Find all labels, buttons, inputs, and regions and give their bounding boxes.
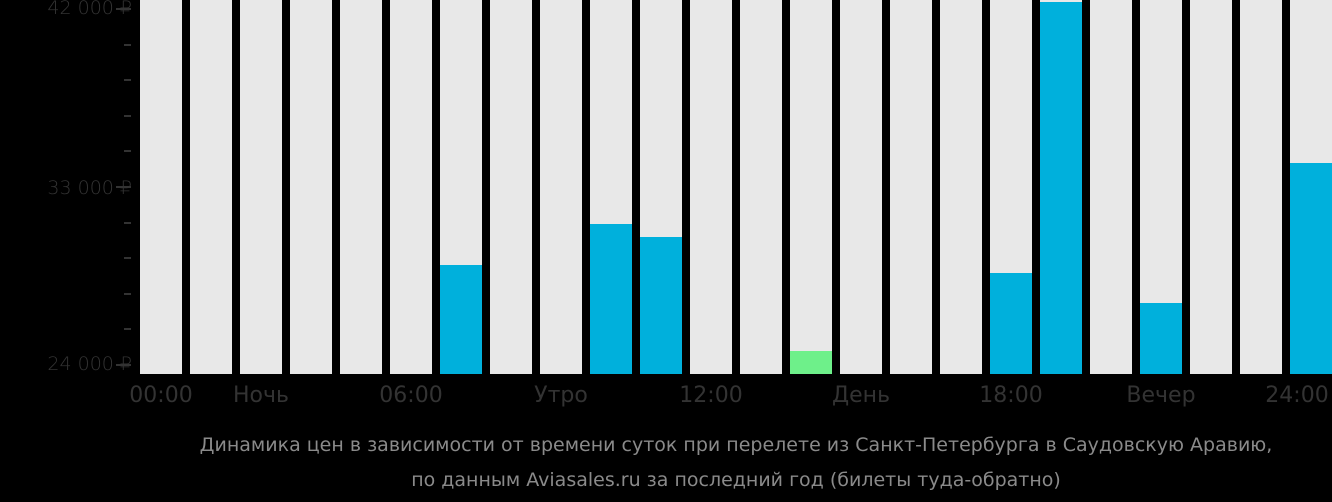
hour-column-13[interactable] [790, 0, 832, 374]
y-axis-label-42000: 42 000 ₽ [47, 0, 132, 19]
hour-column-20[interactable] [1140, 0, 1182, 374]
hour-column-19[interactable] [1090, 0, 1132, 374]
x-axis-label-night: Ночь [233, 383, 289, 408]
hour-column-11[interactable] [690, 0, 732, 374]
x-axis-label-day: День [831, 383, 891, 408]
price-bar[interactable] [1040, 2, 1082, 374]
hour-column-00[interactable] [140, 0, 182, 374]
x-axis-label-evening: Вечер [1126, 383, 1196, 408]
y-minor-tick [124, 221, 131, 224]
hour-column-14[interactable] [840, 0, 882, 374]
y-minor-tick [124, 328, 131, 331]
y-minor-tick [124, 150, 131, 153]
chart-caption-line-2: по данным Aviasales.ru за последний год … [411, 469, 1061, 491]
x-axis-label-1800: 18:00 [979, 383, 1043, 408]
hour-column-09[interactable] [590, 0, 632, 374]
hour-column-02[interactable] [240, 0, 282, 374]
x-axis-label-morning: Утро [534, 383, 588, 408]
cheapest-price-bar[interactable] [790, 350, 832, 374]
hour-column-15[interactable] [890, 0, 932, 374]
y-major-tick [116, 364, 131, 366]
hour-column-18[interactable] [1040, 0, 1082, 374]
price-bar[interactable] [640, 237, 682, 374]
y-major-tick [116, 8, 131, 10]
hour-column-07[interactable] [490, 0, 532, 374]
y-axis-label-24000: 24 000 ₽ [47, 353, 132, 375]
x-axis-label-2400: 24:00 [1265, 383, 1329, 408]
x-axis-label-0600: 06:00 [379, 383, 443, 408]
price-bar[interactable] [440, 264, 482, 374]
price-bar[interactable] [1290, 163, 1332, 374]
hour-column-22[interactable] [1240, 0, 1282, 374]
hour-column-03[interactable] [290, 0, 332, 374]
chart-caption-line-1: Динамика цен в зависимости от времени су… [199, 434, 1273, 456]
y-minor-tick [124, 79, 131, 82]
hour-column-04[interactable] [340, 0, 382, 374]
hour-column-08[interactable] [540, 0, 582, 374]
price-bar[interactable] [590, 224, 632, 374]
hour-column-06[interactable] [440, 0, 482, 374]
x-axis-label-0000: 00:00 [129, 383, 193, 408]
hour-column-12[interactable] [740, 0, 782, 374]
hour-column-21[interactable] [1190, 0, 1232, 374]
y-minor-tick [124, 292, 131, 295]
hour-column-01[interactable] [190, 0, 232, 374]
y-minor-tick [124, 257, 131, 260]
hour-column-10[interactable] [640, 0, 682, 374]
y-minor-tick [124, 114, 131, 117]
hour-column-23[interactable] [1290, 0, 1332, 374]
x-axis-label-1200: 12:00 [679, 383, 743, 408]
hour-column-17[interactable] [990, 0, 1032, 374]
price-bar[interactable] [990, 273, 1032, 374]
y-minor-tick [124, 43, 131, 46]
hour-column-05[interactable] [390, 0, 432, 374]
price-bar[interactable] [1140, 303, 1182, 374]
y-axis-label-33000: 33 000 ₽ [47, 177, 132, 199]
y-major-tick [116, 186, 131, 188]
hour-column-16[interactable] [940, 0, 982, 374]
